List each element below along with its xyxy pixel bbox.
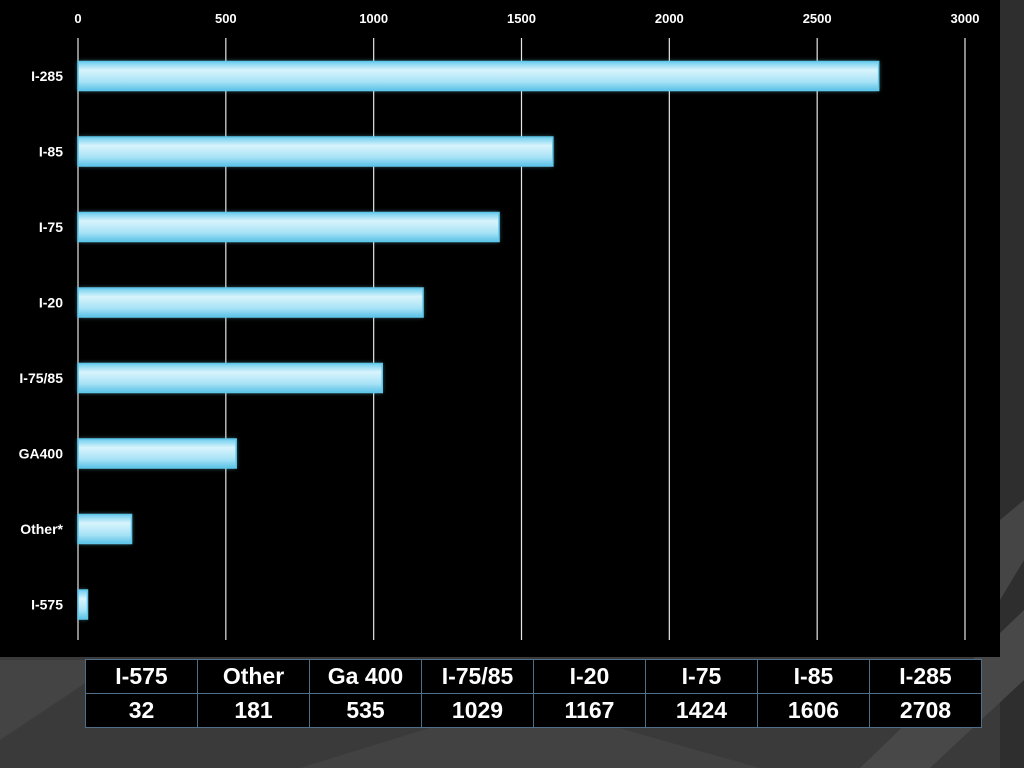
bar [77, 589, 89, 620]
bar [77, 60, 880, 92]
plot-area [0, 0, 1000, 657]
y-axis-categories: I-285 I-85 I-75 I-20 I-75/85 GA400 Other* I-575 [19, 68, 64, 613]
data-table: I-575 Other Ga 400 I-75/85 I-20 I-75 I-85 I-285… [85, 659, 982, 728]
table-header-cell: I-75 [645, 659, 758, 694]
bar [77, 287, 424, 318]
bar [77, 211, 500, 243]
table-value-cell: 1029 [421, 693, 534, 728]
y-category-label: I-20 [39, 295, 63, 311]
x-tick-label: 2000 [655, 11, 684, 26]
x-tick-label: 2500 [803, 11, 832, 26]
table-value-cell: 2708 [869, 693, 982, 728]
y-category-label: I-75/85 [19, 370, 63, 386]
table-value-cell: 32 [85, 693, 198, 728]
table-header-cell: Other [197, 659, 310, 694]
y-category-label: I-75 [39, 219, 63, 235]
bar [77, 438, 237, 469]
bars [77, 60, 880, 620]
table-value-cell: 181 [197, 693, 310, 728]
y-category-label: I-575 [31, 597, 63, 613]
table-header-cell: Ga 400 [309, 659, 422, 694]
table-value-row: 32 181 535 1029 1167 1424 1606 2708 [85, 693, 982, 728]
table-header-cell: I-285 [869, 659, 982, 694]
table-header-cell: I-85 [757, 659, 870, 694]
y-category-label: I-85 [39, 144, 63, 160]
x-tick-label: 500 [215, 11, 237, 26]
x-tick-label: 1000 [359, 11, 388, 26]
bar [77, 513, 133, 545]
y-category-label: Other* [20, 521, 63, 537]
y-category-label: GA400 [19, 446, 64, 462]
table-value-cell: 1424 [645, 693, 758, 728]
table-header-cell: I-20 [533, 659, 646, 694]
bar [77, 362, 383, 394]
x-tick-label: 3000 [951, 11, 980, 26]
y-category-label: I-285 [31, 68, 63, 84]
table-header-row: I-575 Other Ga 400 I-75/85 I-20 I-75 I-85 I-285 [85, 659, 982, 694]
table-value-cell: 1606 [757, 693, 870, 728]
table-value-cell: 1167 [533, 693, 646, 728]
x-tick-label: 0 [74, 11, 81, 26]
x-tick-label: 1500 [507, 11, 536, 26]
table-header-cell: I-75/85 [421, 659, 534, 694]
bar [77, 136, 554, 167]
x-axis-ticks: 0 500 1000 1500 2000 2500 3000 [74, 11, 979, 26]
table-header-cell: I-575 [85, 659, 198, 694]
table-value-cell: 535 [309, 693, 422, 728]
